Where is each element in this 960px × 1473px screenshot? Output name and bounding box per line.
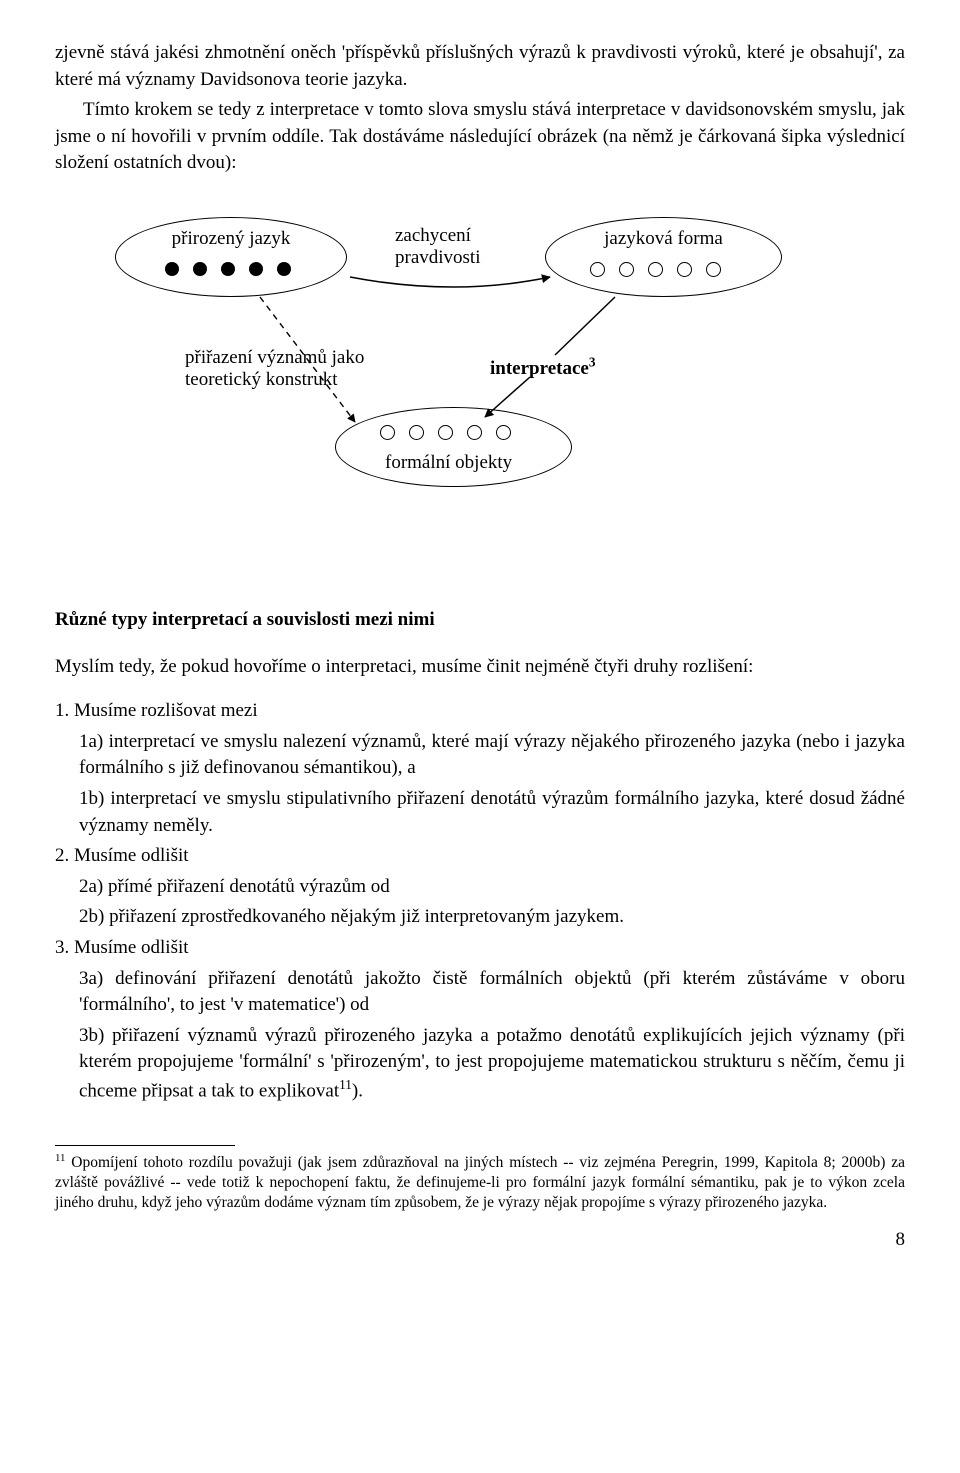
numbered-list: 1. Musíme rozlišovat mezi 1a) interpreta…: [55, 698, 905, 1105]
footnote-text: Opomíjení tohoto rozdílu považuji (jak j…: [55, 1154, 905, 1211]
lower-left-label: přiřazení významů jako teoretický konstr…: [185, 347, 364, 391]
bottom-label: formální objekty: [385, 452, 512, 474]
list-item: 3. Musíme odlišit: [55, 935, 905, 962]
mid-label: zachycení pravdivosti: [395, 225, 481, 269]
footnote: 11 Opomíjení tohoto rozdílu považuji (ja…: [55, 1152, 905, 1213]
page-number: 8: [55, 1227, 905, 1254]
list-item: 1. Musíme rozlišovat mezi: [55, 698, 905, 725]
footnote-separator: [55, 1145, 235, 1146]
body-paragraph: zjevně stává jakési zhmotnění oněch 'pří…: [55, 40, 905, 93]
list-item-text: 3b) přiřazení významů výrazů přirozeného…: [79, 1025, 905, 1102]
interp-label: interpretace3: [490, 355, 595, 380]
list-item: 2b) přiřazení zprostředkovaného nějakým …: [55, 904, 905, 931]
ellipse-bottom: [335, 407, 572, 487]
diagram: přirozený jazyk zachycení pravdivosti ja…: [55, 207, 905, 547]
list-item: 1b) interpretací ve smyslu stipulativníh…: [55, 786, 905, 839]
mid-label-bot: pravdivosti: [395, 247, 481, 269]
ellipse-left: přirozený jazyk: [115, 217, 347, 297]
lower-left-label-bot: teoretický konstrukt: [185, 369, 364, 391]
list-item: 1a) interpretací ve smyslu nalezení význ…: [55, 729, 905, 782]
body-paragraph: Myslím tedy, že pokud hovoříme o interpr…: [55, 654, 905, 681]
ellipse-right-label: jazyková forma: [546, 228, 781, 250]
mid-label-top: zachycení: [395, 225, 481, 247]
ellipse-right: jazyková forma: [545, 217, 782, 297]
footnote-ref: 11: [339, 1077, 352, 1092]
list-item: 3a) definování přiřazení denotátů jakožt…: [55, 966, 905, 1019]
interp-label-text: interpretace: [490, 358, 589, 379]
dots-solid-left: [165, 262, 291, 276]
section-heading: Různé typy interpretací a souvislosti me…: [55, 607, 905, 634]
dots-open-right: [590, 262, 721, 277]
list-item: 3b) přiřazení významů výrazů přirozeného…: [55, 1023, 905, 1105]
footnote-number: 11: [55, 1152, 65, 1164]
dots-open-bottom: [380, 425, 511, 440]
ellipse-left-label: přirozený jazyk: [116, 228, 346, 250]
list-item-text: ).: [352, 1080, 363, 1101]
list-item: 2a) přímé přiřazení denotátů výrazům od: [55, 874, 905, 901]
interp-label-sub: 3: [589, 355, 596, 370]
body-paragraph: Tímto krokem se tedy z interpretace v to…: [55, 97, 905, 177]
list-item: 2. Musíme odlišit: [55, 843, 905, 870]
lower-left-label-top: přiřazení významů jako: [185, 347, 364, 369]
